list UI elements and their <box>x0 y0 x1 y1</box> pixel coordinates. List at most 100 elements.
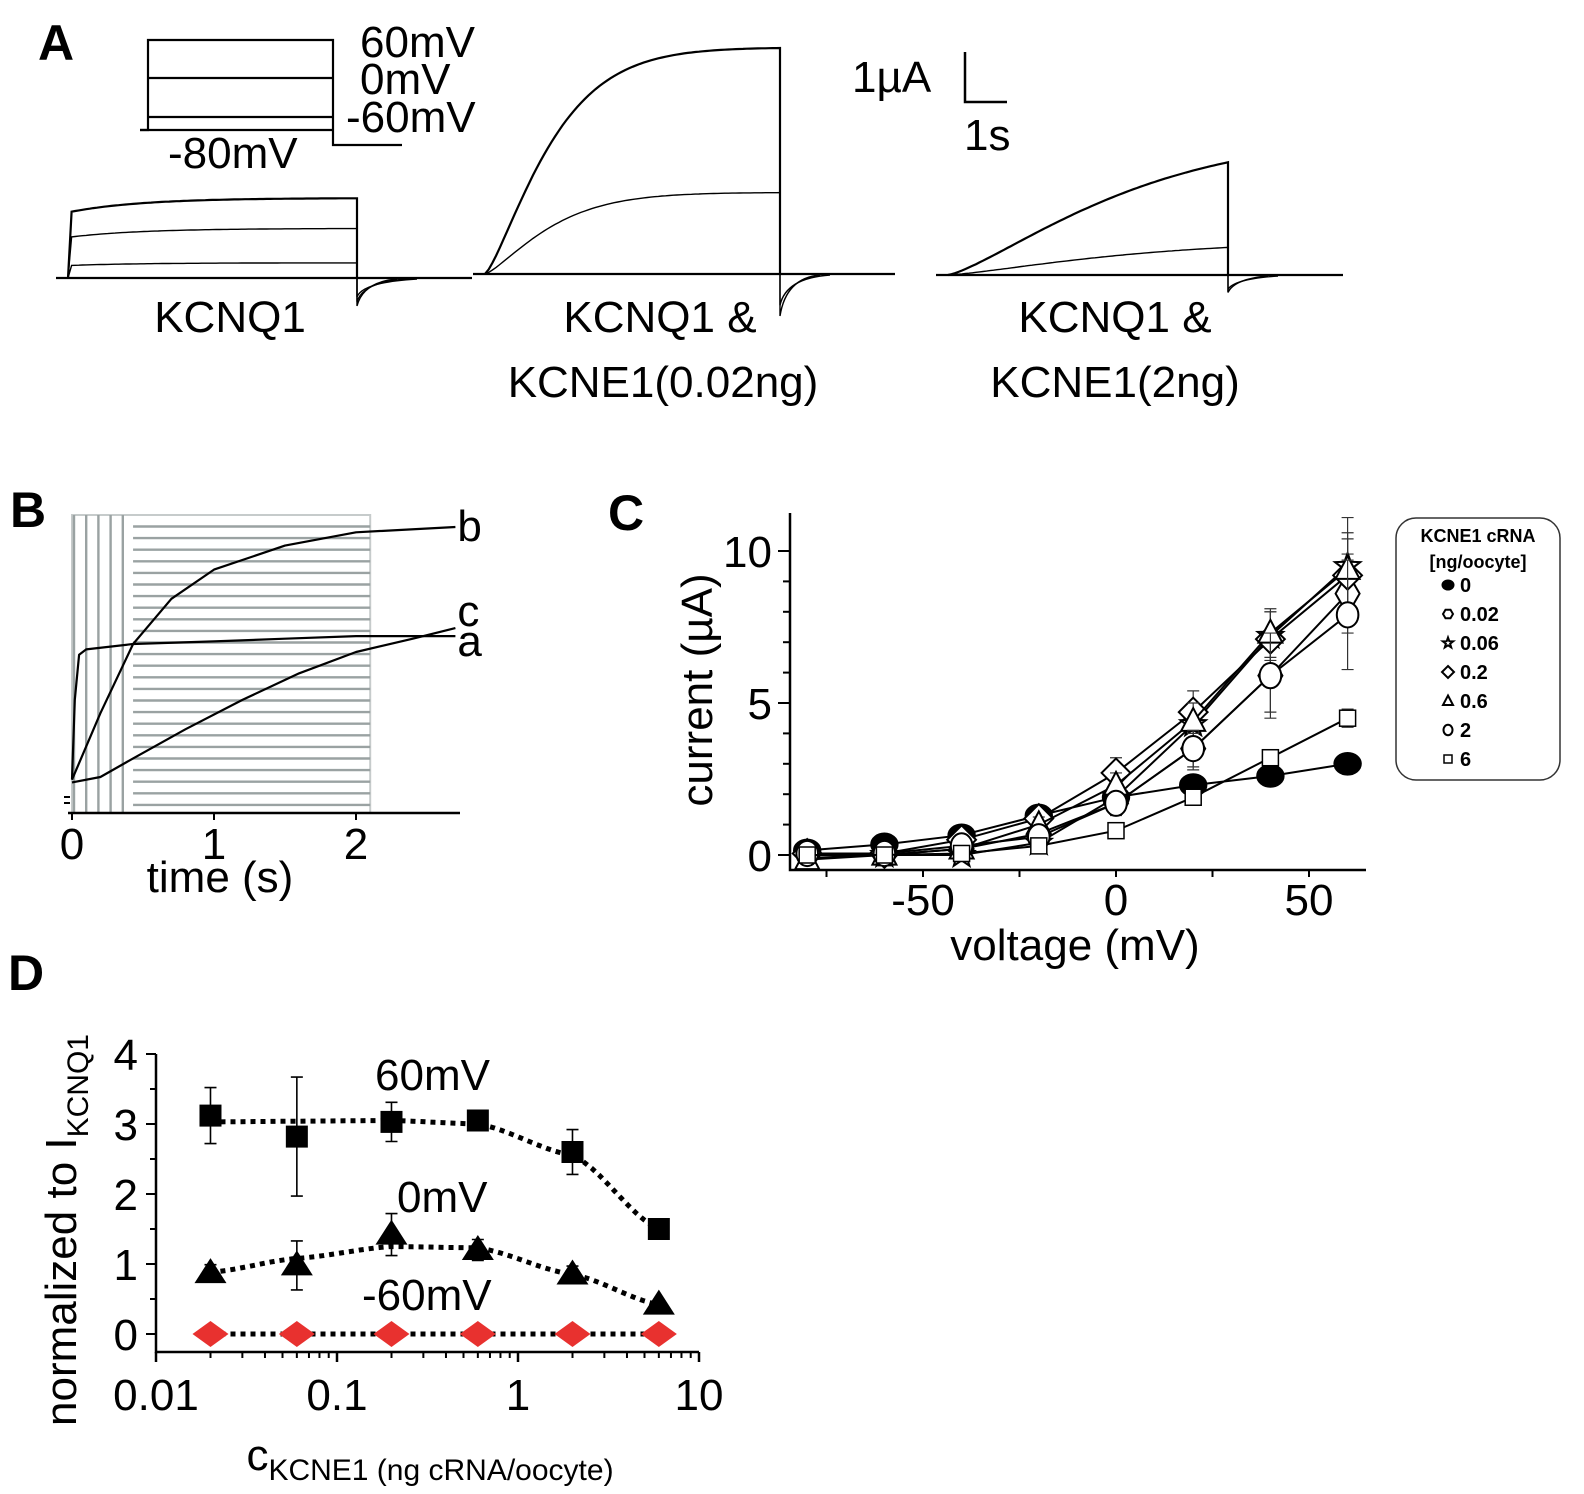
data-point-d <box>561 1141 584 1163</box>
y-tick-label-d: 2 <box>114 1171 138 1220</box>
legend-label: 2 <box>1460 720 1471 742</box>
tail-current-trace <box>356 278 418 298</box>
y-tick-label-c: 0 <box>748 832 772 881</box>
panel-b: B 0 1 2 a bc time (s) <box>10 482 482 902</box>
data-point-c <box>1338 709 1357 727</box>
data-point-d <box>640 1321 677 1347</box>
y-tick-label-d: 3 <box>114 1101 138 1150</box>
legend-item-2: 2 <box>1442 720 1471 742</box>
y-axis-label-c: current (µA) <box>673 573 722 806</box>
series-line-c <box>71 627 456 784</box>
series-label-b: b <box>457 502 481 551</box>
legend-item-0.2: 0.2 <box>1440 662 1488 684</box>
legend-item-0: 0 <box>1441 575 1471 597</box>
series-label-0mv: 0mV <box>397 1173 488 1222</box>
series-line-c <box>807 574 1349 855</box>
legend-item-0.6: 0.6 <box>1441 691 1488 713</box>
data-point-d <box>556 1259 589 1285</box>
data-point-c <box>1107 821 1125 840</box>
fit-line-d <box>210 1118 660 1232</box>
trace-label-kcnq1-kcne1-2ng-line1: KCNQ1 & <box>1018 293 1211 342</box>
data-point-c <box>1184 788 1202 806</box>
legend-c: KCNE1 cRNA [ng/oocyte] 0 0.02 0.06 0.2 0.6 2 6 <box>1395 517 1561 781</box>
y-tick-label-d: 0 <box>114 1311 138 1360</box>
legend-marker-hexagon <box>1441 608 1455 620</box>
x-tick-label-b: 2 <box>344 820 368 869</box>
data-point-d <box>194 1258 227 1284</box>
series-line-b <box>70 525 456 781</box>
series-b: a bc <box>70 502 482 784</box>
trace-label-kcnq1-kcne1-2ng-line2: KCNE1(2ng) <box>990 358 1239 407</box>
x-axis-label-b: time (s) <box>147 853 294 902</box>
data-point-d <box>285 1125 308 1148</box>
protocol-label-60mv: 60mV <box>360 18 476 67</box>
panel-letter-a: A <box>38 15 74 71</box>
data-point-c <box>1335 601 1360 629</box>
tail-current-trace <box>356 278 408 302</box>
y-axis-label-d: normalized to IKCNQ1 <box>37 1034 95 1426</box>
protocol-label-neg60mv: -60mV <box>346 93 476 142</box>
x-tick-label-d: 0.01 <box>113 1371 199 1420</box>
ticks-c: 0 5 10 -50 0 50 <box>723 528 1333 925</box>
series-line-c <box>807 568 1349 861</box>
y-tick-label-c: 10 <box>723 528 772 577</box>
data-point-c <box>1181 735 1205 763</box>
trace-label-kcnq1-kcne1-0-02ng-line2: KCNE1(0.02ng) <box>508 358 819 407</box>
data-point-d <box>375 1219 408 1245</box>
y-axis-label-d-main: normalized to I <box>37 1137 86 1426</box>
series-d <box>192 1076 677 1347</box>
y-axis-c <box>788 513 1366 872</box>
legend-label: 0.6 <box>1460 691 1488 713</box>
data-point-d <box>380 1110 403 1133</box>
legend-marker-open-square <box>1443 754 1453 764</box>
protocol-label-holding: -80mV <box>168 129 298 178</box>
current-trace-3-1 <box>484 191 781 275</box>
scale-bar-lines <box>963 52 1007 104</box>
current-traces-kcnq1 <box>56 197 472 307</box>
x-tick-label-b: 0 <box>60 820 84 869</box>
legend-label: 0.2 <box>1460 662 1488 684</box>
ticks-d: 0 1 2 3 4 0.01 0.1 1 10 <box>113 1031 723 1420</box>
legend-item-6: 6 <box>1443 749 1471 771</box>
series-c-2 <box>795 559 1360 868</box>
protocol-label-0mv: 0mV <box>360 55 451 104</box>
x-axis-label-d-main: c <box>246 1431 268 1480</box>
x-tick-label-c: -50 <box>891 876 955 925</box>
data-point-d <box>461 1235 494 1260</box>
y-tick-label-d: 1 <box>114 1241 138 1290</box>
legend-label: 0.02 <box>1460 604 1499 626</box>
series-label-c: c <box>457 587 479 636</box>
data-point-c <box>1261 748 1280 767</box>
tail-current-trace <box>1227 275 1279 292</box>
series-d-60mV <box>199 1076 670 1240</box>
series-label-60mv: 60mV <box>375 1051 491 1100</box>
panel-letter-c: C <box>608 485 644 541</box>
legend-marker-open-diamond <box>1440 664 1456 680</box>
current-trace-3-0 <box>66 197 359 279</box>
x-tick-label-c: 50 <box>1285 876 1334 925</box>
panel-d: D 0 1 2 3 4 0.01 0.1 1 10 60mV 0mV -60mV normali… <box>8 945 723 1487</box>
legend-title-line1: KCNE1 cRNA <box>1420 526 1535 546</box>
scale-bar-time-label: 1s <box>964 111 1010 160</box>
series-label-neg60mv: -60mV <box>362 1271 492 1320</box>
current-traces-kcnq1-kcne1-2ng <box>936 160 1343 293</box>
y-zero-marker-b <box>64 796 70 804</box>
data-point-c <box>798 846 816 864</box>
data-point-d <box>373 1321 410 1347</box>
series-line-c <box>807 717 1349 856</box>
legend-marker-filled-circle <box>1441 579 1455 591</box>
legend-label: 6 <box>1460 749 1471 771</box>
panel-a: A 60mV 0mV -60mV -80mV 1µA 1s KCNQ1 KCNQ… <box>38 15 1343 407</box>
series-c <box>791 516 1364 872</box>
y-tick-label-d: 4 <box>114 1031 138 1080</box>
current-trace-3-2 <box>67 262 358 279</box>
series-d-0mV <box>194 1212 675 1315</box>
legend-marker-star <box>1439 634 1457 650</box>
y-tick-label-c: 5 <box>748 680 772 729</box>
data-point-c <box>875 846 894 864</box>
shaded-time-region <box>71 514 372 814</box>
data-point-d <box>466 1109 489 1132</box>
current-traces-kcnq1-kcne1-0-02ng <box>473 46 895 317</box>
legend-item-0.02: 0.02 <box>1441 604 1499 626</box>
